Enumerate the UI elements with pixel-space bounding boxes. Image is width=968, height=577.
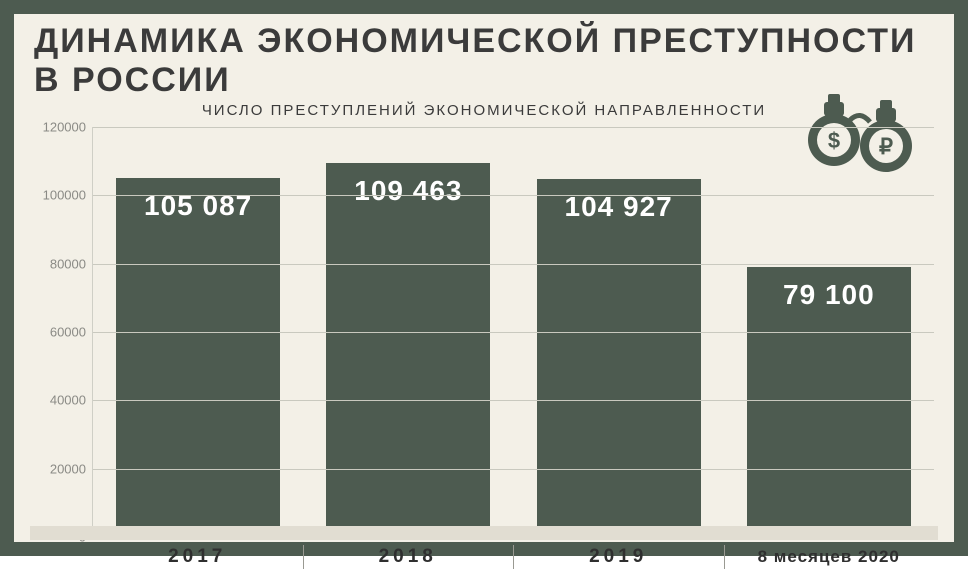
y-tick-label: 100000 xyxy=(43,188,86,203)
bar: 79 100 xyxy=(747,267,911,537)
x-category: 2019 xyxy=(513,537,724,577)
x-category: 2017 xyxy=(92,537,303,577)
x-separator xyxy=(513,545,514,569)
bar-value-label: 109 463 xyxy=(326,175,490,207)
x-category-label: 2019 xyxy=(589,546,647,568)
x-axis: 2017 2018 2019 8 месяцев 2020 xyxy=(92,537,934,577)
chart-frame: ДИНАМИКА ЭКОНОМИЧЕСКОЙ ПРЕСТУПНОСТИ В РО… xyxy=(0,0,968,556)
y-tick-label: 40000 xyxy=(50,393,86,408)
grid-line xyxy=(93,195,934,196)
bar-value-label: 79 100 xyxy=(747,279,911,311)
chart-subtitle: ЧИСЛО ПРЕСТУПЛЕНИЙ ЭКОНОМИЧЕСКОЙ НАПРАВЛ… xyxy=(34,102,934,119)
grid-line xyxy=(93,127,934,128)
plot-region: 105 087 109 463 104 927 79 100 xyxy=(92,127,934,537)
chart-title: ДИНАМИКА ЭКОНОМИЧЕСКОЙ ПРЕСТУПНОСТИ В РО… xyxy=(34,22,934,100)
y-tick-label: 60000 xyxy=(50,325,86,340)
grid-line xyxy=(93,332,934,333)
x-separator xyxy=(303,545,304,569)
x-category: 8 месяцев 2020 xyxy=(724,537,935,577)
x-category-label: 2018 xyxy=(379,546,437,568)
y-tick-label: 20000 xyxy=(50,461,86,476)
x-category: 2018 xyxy=(303,537,514,577)
y-axis: 020000400006000080000100000120000 xyxy=(34,127,92,537)
grid-line xyxy=(93,264,934,265)
x-category-label: 8 месяцев 2020 xyxy=(758,547,900,567)
chart-plot-area: 020000400006000080000100000120000 105 08… xyxy=(34,127,934,537)
bar: 109 463 xyxy=(326,163,490,537)
x-separator xyxy=(724,545,725,569)
y-tick-label: 80000 xyxy=(50,256,86,271)
footer-band xyxy=(30,526,938,540)
x-category-label: 2017 xyxy=(168,546,226,568)
grid-line xyxy=(93,469,934,470)
bar: 104 927 xyxy=(537,179,701,538)
bar: 105 087 xyxy=(116,178,280,537)
chart-inner: ДИНАМИКА ЭКОНОМИЧЕСКОЙ ПРЕСТУПНОСТИ В РО… xyxy=(14,14,954,542)
y-tick-label: 120000 xyxy=(43,120,86,135)
grid-line xyxy=(93,400,934,401)
